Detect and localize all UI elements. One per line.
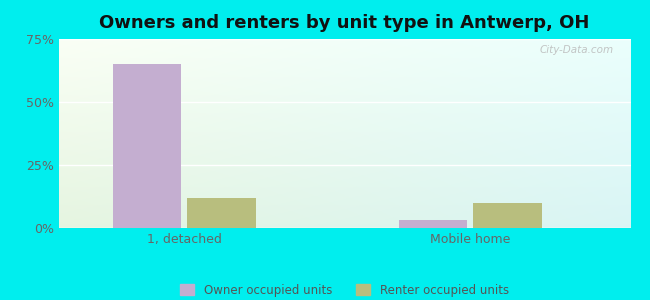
Bar (187, 198, 256, 228)
Title: Owners and renters by unit type in Antwerp, OH: Owners and renters by unit type in Antwe… (99, 14, 590, 32)
Bar (113, 64, 181, 228)
Bar (399, 220, 467, 228)
Legend: Owner occupied units, Renter occupied units: Owner occupied units, Renter occupied un… (176, 279, 514, 300)
Bar (473, 203, 542, 228)
Text: City-Data.com: City-Data.com (540, 45, 614, 55)
